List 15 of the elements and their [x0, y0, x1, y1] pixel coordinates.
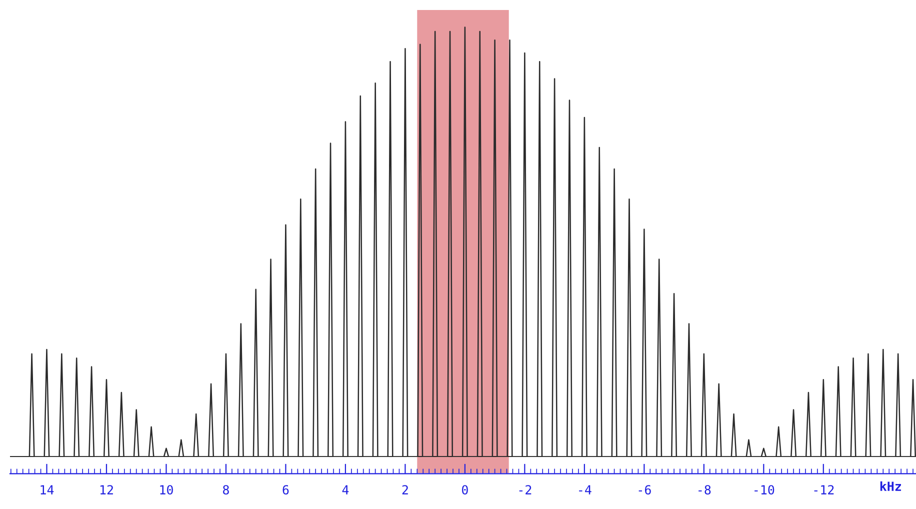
x-tick-label: 10 — [160, 485, 173, 495]
x-tick-label: 14 — [40, 485, 54, 494]
x-tick-label: -6 — [638, 485, 651, 495]
x-tick-label: 4 — [342, 485, 349, 494]
x-tick-label: -8 — [698, 485, 711, 495]
x-tick-label: -12 — [814, 485, 834, 494]
x-tick-label: 0 — [462, 485, 468, 495]
x-tick-label: -2 — [519, 485, 532, 494]
x-tick-label: -4 — [579, 485, 592, 494]
x-tick-label: 6 — [282, 485, 289, 495]
x-tick-label: 8 — [223, 485, 229, 495]
x-tick-label: 2 — [402, 485, 408, 494]
x-axis-title: kHz — [880, 481, 901, 491]
x-tick-label: 12 — [100, 485, 113, 494]
x-tick-label: -10 — [754, 485, 774, 495]
